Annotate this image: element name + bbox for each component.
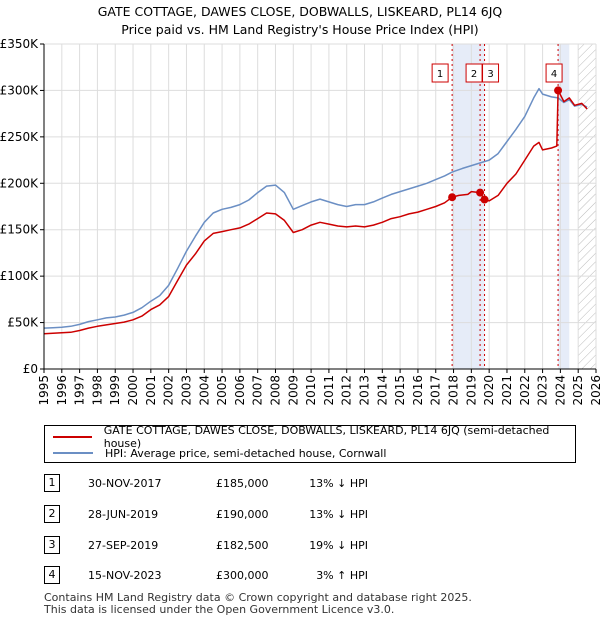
footer-copyright: Contains HM Land Registry data © Crown c…	[44, 591, 472, 604]
shaded-range-1	[452, 44, 485, 369]
sale-price: £190,000	[216, 508, 269, 521]
sale-price: £300,000	[216, 569, 269, 582]
sale-label-box	[545, 63, 563, 83]
x-tick-label: 2026	[589, 375, 600, 406]
sale-hpi-diff: 3% ↑ HPI	[316, 569, 368, 582]
y-tick-label: £100K	[0, 269, 39, 283]
legend-label-hpi: HPI: Average price, semi-detached house,…	[105, 446, 387, 460]
x-tick-label: 2000	[126, 375, 140, 406]
sale-label-box	[482, 63, 500, 83]
property-series-line	[43, 89, 588, 335]
sale-label-text: 4	[551, 69, 557, 80]
x-tick-label: 2023	[536, 375, 550, 406]
x-tick-label: 2011	[322, 375, 336, 406]
sale-number-box: 4	[44, 566, 60, 584]
legend-item-hpi: HPI: Average price, semi-detached house,…	[53, 445, 386, 461]
x-tick-label: 1998	[90, 375, 104, 406]
x-tick-label: 2004	[197, 375, 211, 406]
x-tick-label: 2010	[304, 375, 318, 406]
sale-label-4: 4	[545, 63, 563, 83]
sale-date: 28-JUN-2019	[88, 508, 159, 521]
x-tick-label: 2015	[393, 375, 407, 406]
x-tick-label: 1996	[55, 375, 69, 406]
sale-point-1	[448, 193, 457, 202]
plot-area	[44, 44, 596, 369]
legend-swatch-property	[53, 436, 92, 438]
sale-number-box: 1	[44, 474, 60, 492]
sale-number-box: 2	[44, 505, 60, 523]
x-tick-label: 2019	[464, 375, 478, 406]
chart-subtitle: Price paid vs. HM Land Registry's House …	[121, 22, 479, 37]
x-tick-label: 2021	[500, 375, 514, 406]
x-tick-label: 2003	[179, 375, 193, 406]
y-tick-label: £200K	[0, 176, 39, 190]
legend-swatch-hpi	[53, 452, 93, 454]
sale-point-4	[554, 86, 563, 95]
x-tick-label: 2022	[518, 375, 532, 406]
x-tick-label: 2013	[358, 375, 372, 406]
x-tick-label: 2001	[144, 375, 158, 406]
x-tick-label: 2009	[286, 375, 300, 406]
sale-label-2: 2	[465, 63, 483, 83]
x-tick-label: 2024	[553, 375, 567, 406]
y-tick-label: £50K	[7, 316, 39, 330]
x-tick-label: 2008	[268, 375, 282, 406]
sale-label-text: 2	[471, 69, 477, 80]
sale-date: 27-SEP-2019	[88, 539, 159, 552]
y-tick-label: £150K	[0, 223, 39, 237]
sale-label-3: 3	[482, 63, 500, 83]
y-tick-label: £300K	[0, 83, 39, 97]
sale-label-box	[431, 63, 449, 83]
x-tick-label: 1999	[108, 375, 122, 406]
chart-legend: GATE COTTAGE, DAWES CLOSE, DOBWALLS, LIS…	[44, 424, 576, 463]
price-chart: 1 2 3 4 £0 £50K £100K £150K £200K £250K £300K £350K…	[0, 37, 600, 406]
x-tick-label: 1997	[73, 375, 87, 406]
y-tick-label: £350K	[0, 37, 39, 51]
chart-title: GATE COTTAGE, DAWES CLOSE, DOBWALLS, LIS…	[97, 4, 503, 19]
sale-label-1: 1	[431, 63, 449, 83]
sale-price: £182,500	[216, 539, 269, 552]
shaded-range-2	[558, 44, 570, 369]
sale-price: £185,000	[216, 477, 269, 490]
x-tick-label: 2014	[375, 375, 389, 406]
footer-licence: This data is licensed under the Open Gov…	[44, 603, 395, 616]
future-hatch-region	[578, 44, 596, 369]
x-tick-label: 2020	[482, 375, 496, 406]
x-tick-label: 2002	[162, 375, 176, 406]
sale-point-2	[476, 188, 485, 197]
sale-hpi-diff: 19% ↓ HPI	[309, 539, 368, 552]
sale-label-text: 3	[487, 69, 493, 80]
sale-label-text: 1	[437, 69, 443, 80]
sale-point-3	[480, 195, 489, 204]
y-tick-label: £0	[23, 362, 38, 376]
hpi-series-line	[43, 87, 588, 329]
sale-date: 15-NOV-2023	[88, 569, 162, 582]
x-tick-label: 2006	[233, 375, 247, 406]
sale-hpi-diff: 13% ↓ HPI	[309, 508, 368, 521]
x-tick-label: 2007	[251, 375, 265, 406]
x-tick-label: 2005	[215, 375, 229, 406]
x-tick-label: 2025	[571, 375, 585, 406]
legend-label-property: GATE COTTAGE, DAWES CLOSE, DOBWALLS, LIS…	[103, 424, 550, 450]
sale-row-4: 4 15-NOV-2023 £300,000 3% ↑ HPI	[0, 566, 600, 586]
x-tick-label: 1995	[37, 375, 51, 406]
sale-row-1: 1 30-NOV-2017 £185,000 13% ↓ HPI	[0, 474, 600, 494]
x-tick-label: 2017	[429, 375, 443, 406]
sale-number-box: 3	[44, 536, 60, 554]
legend-item-property: GATE COTTAGE, DAWES CLOSE, DOBWALLS, LIS…	[53, 424, 575, 450]
x-tick-label: 2012	[340, 375, 354, 406]
sale-date: 30-NOV-2017	[88, 477, 162, 490]
x-tick-label: 2016	[411, 375, 425, 406]
sale-row-3: 3 27-SEP-2019 £182,500 19% ↓ HPI	[0, 536, 600, 556]
sale-hpi-diff: 13% ↓ HPI	[309, 477, 368, 490]
y-tick-label: £250K	[0, 130, 39, 144]
x-tick-label: 2018	[447, 375, 461, 406]
sale-row-2: 2 28-JUN-2019 £190,000 13% ↓ HPI	[0, 505, 600, 525]
